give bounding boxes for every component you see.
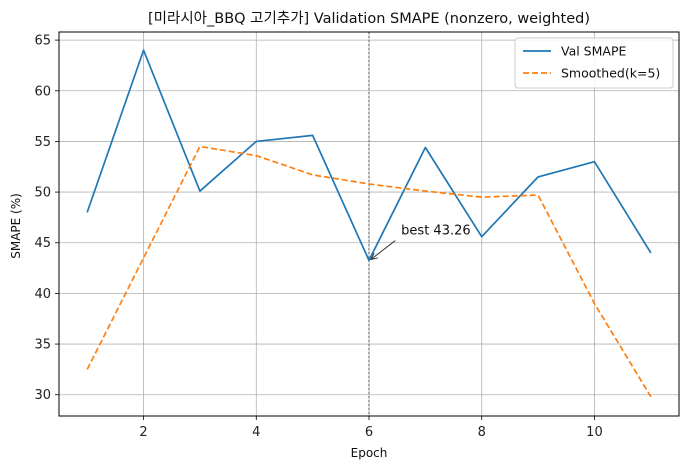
x-tick-label: 8 <box>478 425 486 440</box>
y-tick-label: 55 <box>34 135 51 150</box>
x-tick-label: 4 <box>252 425 260 440</box>
series-line-0 <box>86 49 652 262</box>
y-tick-label: 30 <box>34 388 51 403</box>
y-tick-label: 50 <box>34 186 51 201</box>
x-axis-label: Epoch <box>351 446 388 460</box>
chart-title: [미라시아_BBQ 고기추가] Validation SMAPE (nonzer… <box>148 10 590 27</box>
legend-label: Smoothed(k=5) <box>561 66 660 81</box>
y-tick-label: 65 <box>34 34 51 49</box>
y-axis-ticks: 30 35 40 45 50 55 60 65 <box>34 34 59 403</box>
y-axis-label: SMAPE (%) <box>9 193 23 259</box>
y-tick-label: 60 <box>34 84 51 99</box>
legend: Val SMAPE Smoothed(k=5) <box>514 37 674 89</box>
best-annotation: best 43.26 <box>370 224 471 261</box>
annotation-arrow-line <box>370 240 396 260</box>
x-axis-ticks: 2 4 6 8 10 <box>139 416 603 440</box>
series-lines <box>86 49 652 398</box>
x-tick-label: 10 <box>586 425 603 440</box>
annotation-text: best 43.26 <box>401 224 470 239</box>
annotation-arrow-head <box>370 252 378 261</box>
y-tick-label: 35 <box>34 338 51 353</box>
x-tick-label: 6 <box>365 425 373 440</box>
legend-label: Val SMAPE <box>561 44 626 59</box>
y-tick-label: 40 <box>34 287 51 302</box>
series-line-1 <box>86 145 652 398</box>
legend-box <box>514 37 674 89</box>
x-tick-label: 2 <box>139 425 147 440</box>
y-tick-label: 45 <box>34 236 51 251</box>
